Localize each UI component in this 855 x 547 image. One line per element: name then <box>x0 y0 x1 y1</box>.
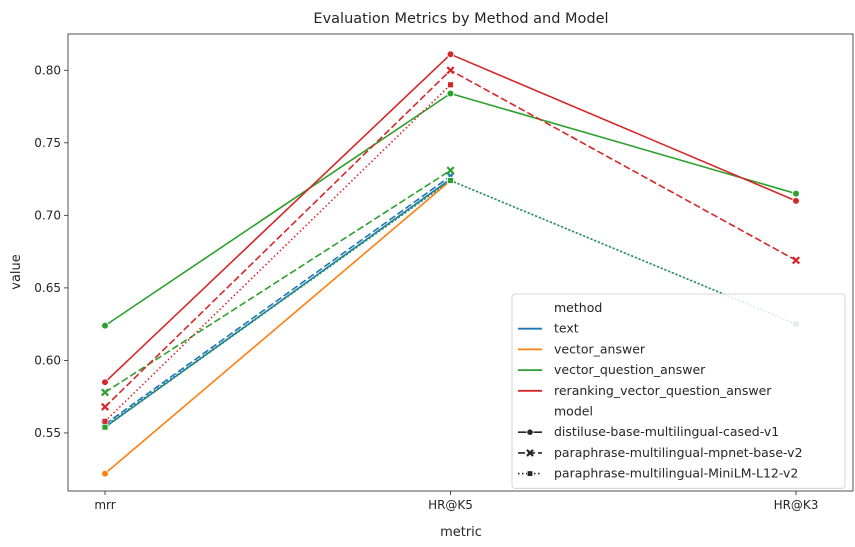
data-point <box>101 423 109 431</box>
data-point <box>446 89 455 98</box>
legend: method text vector_answer vector_question_a… <box>511 293 846 489</box>
data-point <box>792 189 800 198</box>
legend-marker <box>526 470 534 477</box>
y-tick-label: 0.60 <box>34 353 61 367</box>
data-point <box>446 66 455 75</box>
data-point <box>100 388 110 397</box>
series-line <box>104 179 452 475</box>
legend-title-model: model <box>554 404 593 419</box>
data-point <box>447 177 454 184</box>
chart-title: Evaluation Metrics by Method and Model <box>313 11 608 27</box>
y-tick-label: 0.80 <box>34 63 61 77</box>
legend-entry: text <box>554 321 579 336</box>
data-point <box>100 402 110 411</box>
legend-entry: distiluse-base-multilingual-cased-v1 <box>554 424 779 439</box>
data-point <box>101 321 109 330</box>
data-point <box>101 378 109 386</box>
data-point <box>101 469 109 478</box>
legend-marker <box>526 449 534 457</box>
data-point <box>101 418 109 425</box>
data-point <box>446 50 455 59</box>
legend-entry: paraphrase-multilingual-MiniLM-L12-v2 <box>554 466 798 481</box>
y-tick-label: 0.65 <box>34 281 61 295</box>
axes-layer: mrr HR@K5 HR@K3 0.55 0.60 0.65 0.70 0.75 0.80 <box>34 33 854 512</box>
legend-entry: vector_answer <box>554 341 646 356</box>
data-point <box>792 197 800 205</box>
x-tick-label: HR@K3 <box>774 498 819 512</box>
data-point <box>791 256 801 265</box>
series-line <box>104 179 797 427</box>
legend-entry: vector_question_answer <box>554 362 706 377</box>
data-point <box>446 166 455 175</box>
series-line <box>104 84 452 422</box>
x-tick-label: mrr <box>94 498 115 512</box>
series-line <box>104 169 451 394</box>
legend-marker <box>526 428 534 436</box>
x-tick-label: HR@K5 <box>428 498 473 512</box>
legend-entry: reranking_vector_question_answer <box>554 383 772 398</box>
legend-box <box>511 293 846 489</box>
series-line <box>104 92 797 327</box>
y-tick-label: 0.70 <box>34 208 61 222</box>
plot-frame <box>67 33 854 492</box>
x-axis-label: metric <box>440 525 482 540</box>
y-tick-label: 0.75 <box>34 136 61 150</box>
data-point <box>447 81 454 88</box>
legend-entry: paraphrase-multilingual-mpnet-base-v2 <box>554 445 803 460</box>
series-line <box>104 175 451 425</box>
y-axis-label: value <box>9 254 24 290</box>
y-tick-label: 0.55 <box>34 426 61 440</box>
legend-title-method: method <box>554 300 602 315</box>
